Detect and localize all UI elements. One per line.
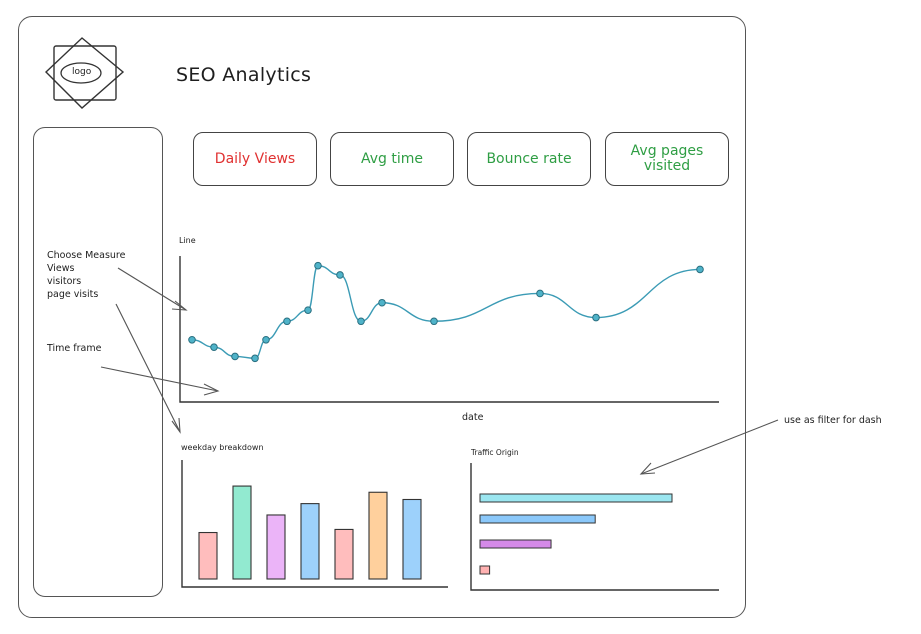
line-point[interactable]: [304, 306, 312, 314]
weekday-bar[interactable]: [402, 498, 422, 580]
line-point[interactable]: [283, 317, 291, 326]
traffic-chart-title: Traffic Origin: [471, 448, 519, 457]
kpi-card-daily-views[interactable]: Daily Views: [193, 132, 317, 186]
sidebar: [33, 127, 163, 597]
time-frame-control[interactable]: Time frame: [47, 343, 102, 354]
weekday-bar[interactable]: [232, 485, 252, 580]
line-point[interactable]: [314, 261, 322, 270]
line-point[interactable]: [210, 343, 218, 351]
kpi-label: Avg time: [360, 150, 423, 167]
weekday-bar[interactable]: [368, 491, 388, 580]
line-chart: [188, 261, 704, 363]
line-point[interactable]: [231, 352, 239, 361]
line-point[interactable]: [536, 289, 544, 298]
weekday-bar[interactable]: [334, 528, 354, 580]
filter-annotation: use as filter for dash: [784, 415, 882, 426]
line-series: [191, 265, 701, 359]
weekday-chart-title: weekday breakdown: [181, 443, 264, 452]
line-point[interactable]: [188, 335, 196, 344]
measure-selector[interactable]: Choose Measure Views visitors page visit…: [47, 249, 125, 301]
measure-heading: Choose Measure: [47, 250, 126, 261]
kpi-card-avg-time[interactable]: Avg time: [330, 132, 454, 186]
line-point[interactable]: [592, 313, 600, 322]
kpi-card-avg-pages[interactable]: Avg pages visited: [605, 132, 729, 186]
line-point[interactable]: [378, 298, 386, 307]
traffic-chart: [479, 493, 673, 575]
dashboard-frame: [18, 16, 746, 618]
kpi-card-bounce-rate[interactable]: Bounce rate: [467, 132, 591, 186]
traffic-bar[interactable]: [479, 539, 552, 549]
line-point[interactable]: [251, 354, 259, 363]
weekday-bar[interactable]: [266, 514, 286, 580]
weekday-bar[interactable]: [198, 531, 218, 580]
measure-option-views[interactable]: Views: [47, 263, 75, 274]
line-chart-xlabel: date: [462, 412, 484, 423]
page-title: SEO Analytics: [176, 64, 312, 86]
traffic-bar[interactable]: [479, 493, 673, 503]
line-point[interactable]: [336, 271, 344, 279]
kpi-label: Bounce rate: [486, 150, 572, 167]
kpi-label: Avg pages visited: [630, 143, 704, 174]
line-chart-title: Line: [179, 236, 196, 245]
weekday-chart: [198, 485, 422, 580]
logo-text: logo: [72, 67, 92, 77]
measure-option-page-visits[interactable]: page visits: [47, 289, 99, 300]
line-point[interactable]: [696, 265, 704, 274]
line-point[interactable]: [262, 335, 270, 344]
line-point[interactable]: [430, 317, 438, 326]
kpi-label: Daily Views: [214, 150, 296, 167]
traffic-bar[interactable]: [479, 514, 596, 524]
measure-option-visitors[interactable]: visitors: [47, 276, 82, 287]
traffic-bar[interactable]: [479, 565, 491, 575]
weekday-bar[interactable]: [300, 503, 320, 580]
line-point[interactable]: [357, 317, 365, 326]
